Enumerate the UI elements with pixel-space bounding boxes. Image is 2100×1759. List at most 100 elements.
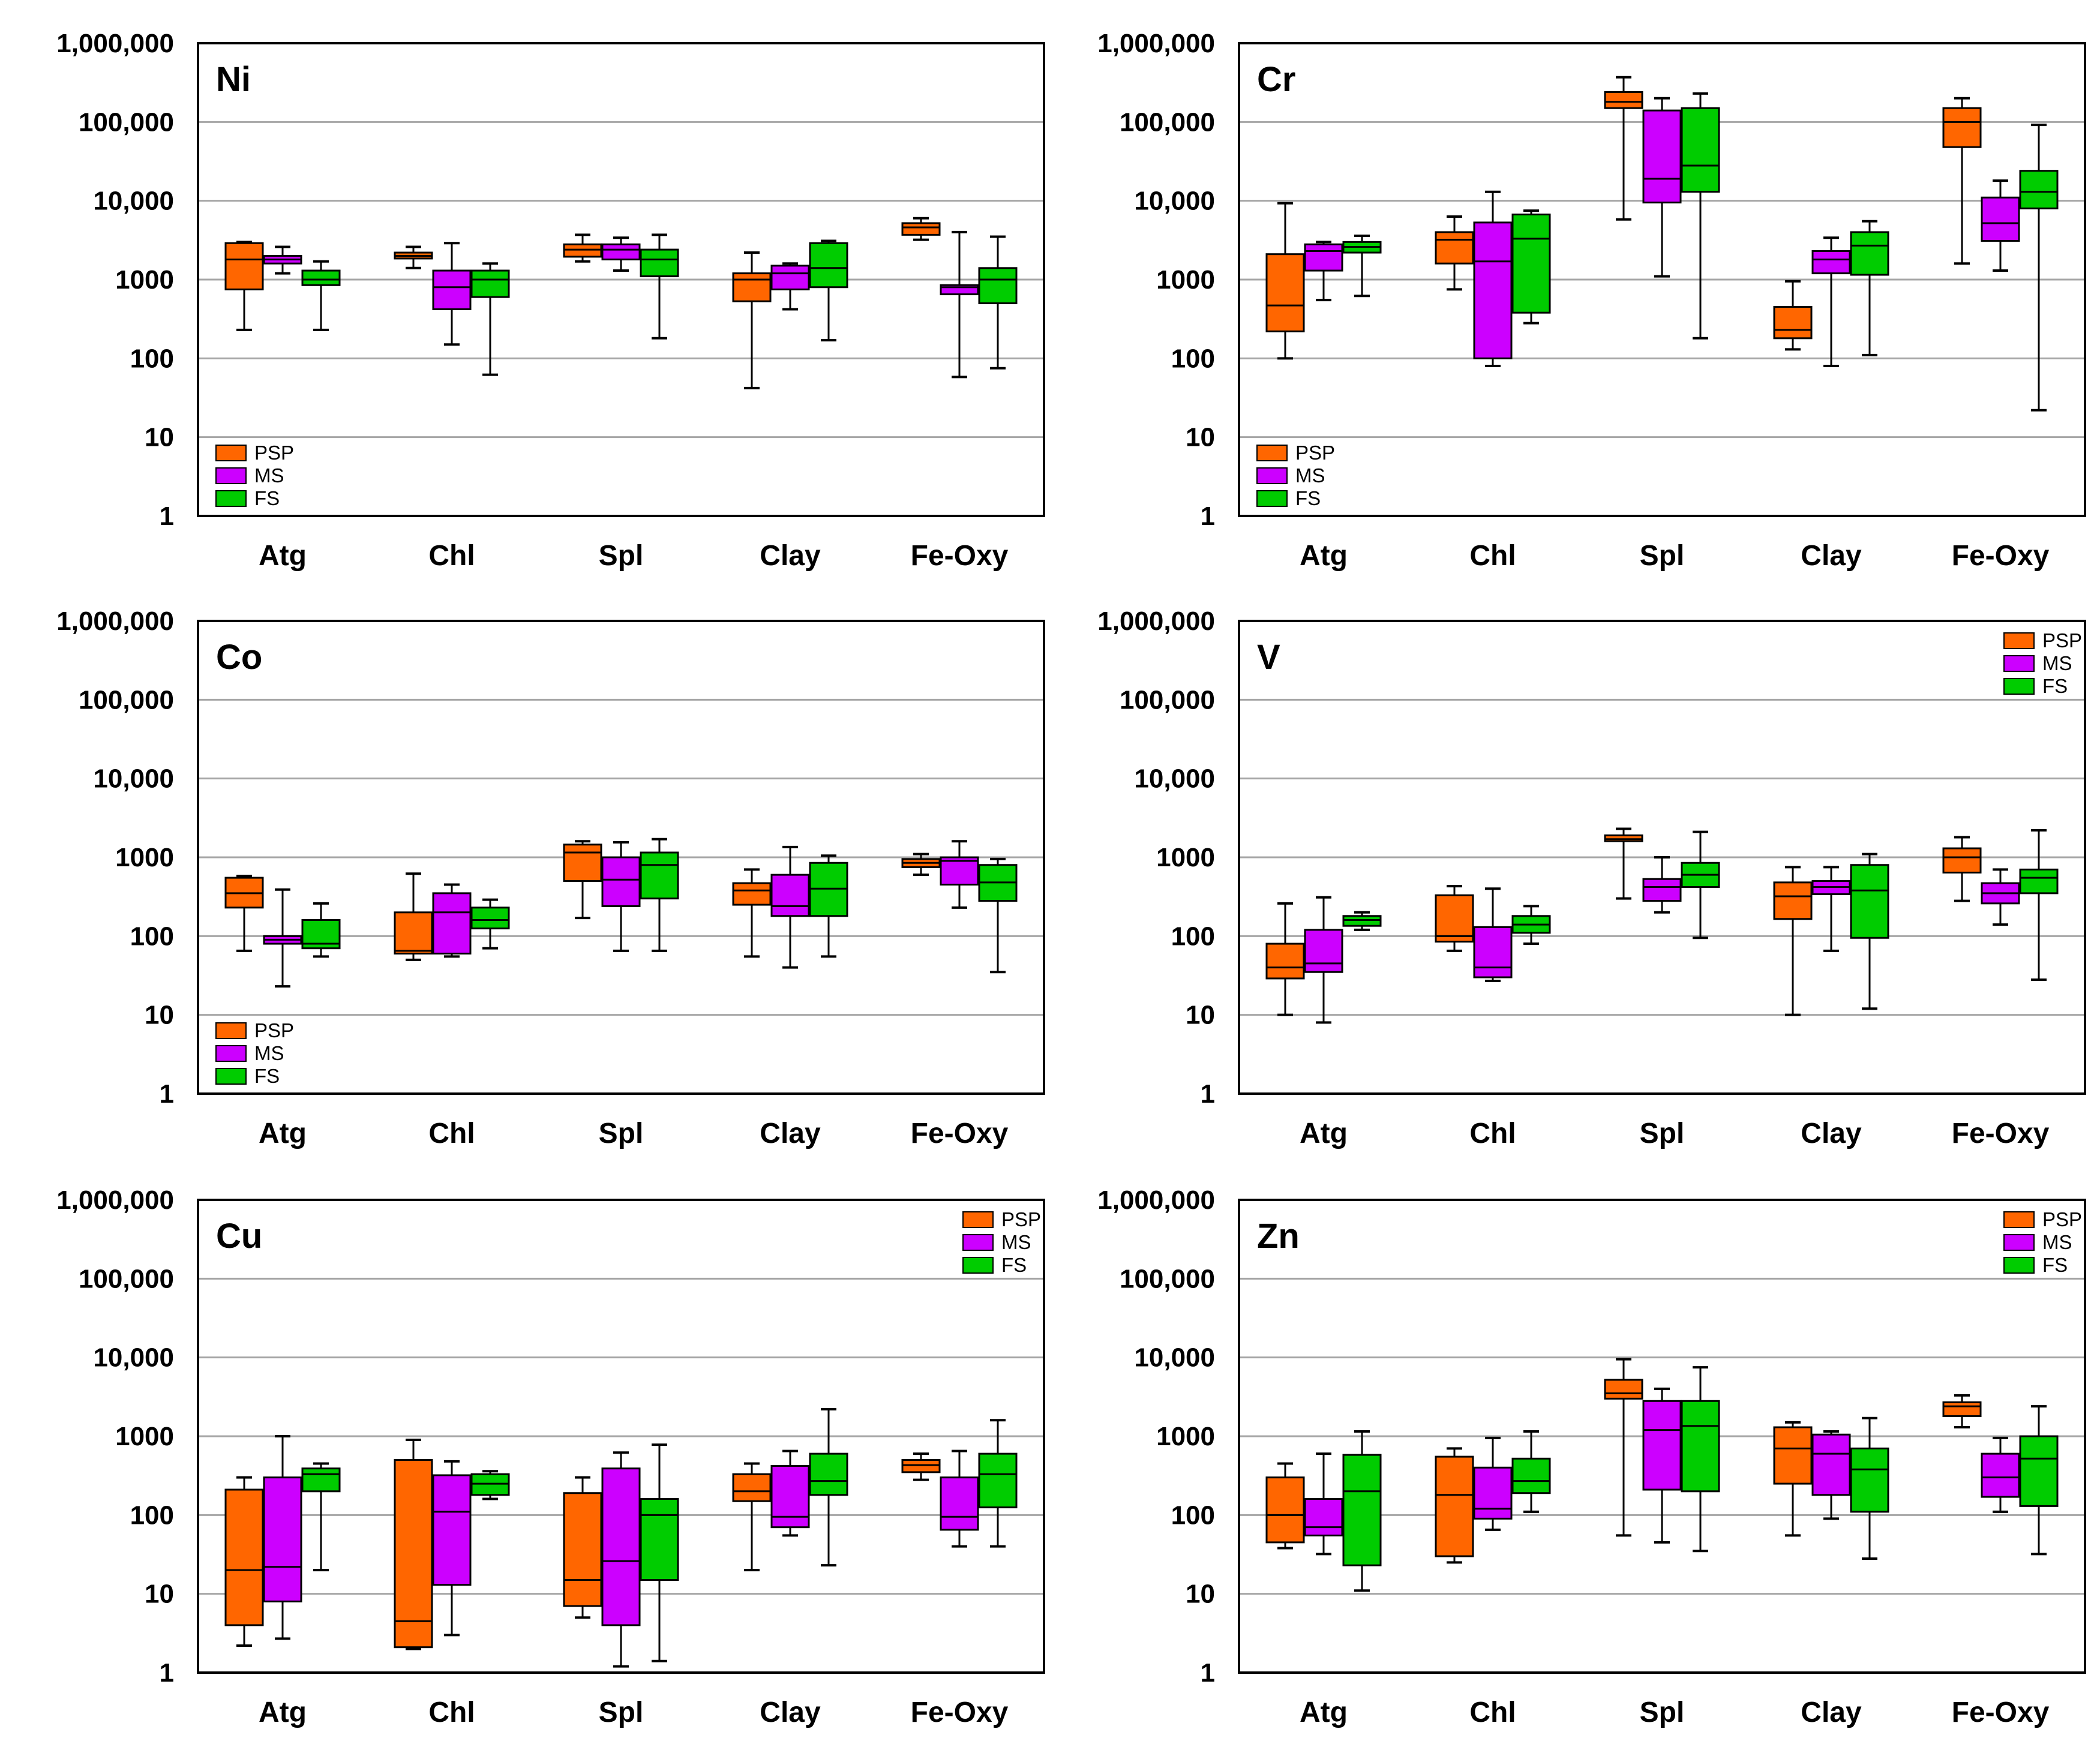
box-iqr	[770, 265, 810, 290]
box-fs-fe-oxy	[978, 857, 1018, 974]
plot-frame	[1238, 1199, 2086, 1674]
box-ms-spl	[1642, 97, 1682, 278]
chart-panel-zn: 1 10 100 1000 10,000 100,000 1,000,000 Zn Atg Chl…	[1097, 1185, 2086, 1728]
box-fs-chl	[470, 898, 510, 950]
plot-frame	[197, 42, 1045, 517]
box-ms-chl	[1473, 887, 1513, 983]
box-ms-fe-oxy	[940, 840, 979, 909]
y-tick-label: 100,000	[1120, 1264, 1215, 1293]
x-category-label: Fe-Oxy	[1952, 540, 2050, 572]
box-fs-atg	[1342, 1430, 1382, 1592]
box-fs-atg	[301, 902, 341, 958]
box-iqr	[1811, 250, 1851, 275]
box-psp-chl	[1435, 215, 1474, 291]
y-tick-label: 100	[1171, 921, 1215, 951]
box-iqr	[2019, 868, 2059, 894]
box-psp-atg	[224, 1476, 264, 1647]
box-fs-clay	[809, 1408, 848, 1567]
box-iqr	[1850, 231, 1889, 276]
x-category-label: Clay	[760, 1697, 821, 1728]
legend-label-psp: PSP	[2042, 629, 2082, 652]
box-ms-spl	[601, 236, 641, 272]
y-tick-label: 100	[1171, 1500, 1215, 1530]
box-psp-fe-oxy	[901, 1452, 941, 1481]
x-category-label: Spl	[599, 1118, 644, 1149]
x-category-label: Clay	[1801, 1697, 1862, 1728]
box-iqr	[601, 856, 641, 907]
y-tick-label: 1000	[1156, 265, 1215, 295]
y-tick-label: 1000	[1156, 843, 1215, 872]
box-iqr	[1981, 196, 2020, 242]
box-ms-fe-oxy	[1981, 1436, 2020, 1513]
box-ms-spl	[1642, 856, 1682, 914]
box-psp-atg	[1265, 202, 1305, 360]
y-tick-label: 100,000	[79, 685, 174, 715]
box-iqr	[640, 1498, 679, 1581]
box-iqr	[640, 851, 679, 900]
box-ms-spl	[601, 841, 641, 952]
plot-frame	[197, 620, 1045, 1095]
box-psp-fe-oxy	[901, 217, 941, 241]
box-ms-chl	[432, 242, 472, 346]
plot-frame	[1238, 42, 2086, 517]
y-tick-label: 1	[1201, 1658, 1215, 1688]
legend-swatch-fs	[1256, 490, 1288, 507]
y-tick-label: 100	[130, 921, 174, 951]
y-tick-label: 1,000,000	[1097, 607, 1215, 636]
box-iqr	[1681, 1400, 1720, 1493]
y-tick-label: 10,000	[93, 764, 174, 794]
legend-label-fs: FS	[2042, 1254, 2068, 1276]
legend-swatch-psp	[962, 1211, 994, 1228]
box-ms-atg	[263, 245, 302, 275]
box-psp-chl	[1435, 885, 1474, 952]
box-fs-fe-oxy	[2019, 124, 2059, 412]
box-iqr	[732, 882, 772, 906]
box-fs-fe-oxy	[978, 1419, 1018, 1548]
box-iqr	[1642, 878, 1682, 902]
y-tick-label: 1	[160, 1658, 174, 1688]
box-iqr	[224, 242, 264, 290]
box-iqr	[1435, 894, 1474, 943]
box-iqr	[301, 269, 341, 286]
box-ms-atg	[1304, 241, 1343, 302]
box-iqr	[978, 1452, 1018, 1509]
box-iqr	[1473, 221, 1513, 359]
x-category-label: Chl	[1469, 540, 1516, 572]
box-iqr	[1681, 107, 1720, 193]
box-psp-fe-oxy	[1942, 97, 1982, 265]
box-fs-spl	[640, 1443, 679, 1662]
box-iqr	[640, 248, 679, 278]
y-tick-label: 1000	[115, 1422, 174, 1451]
panel-title: Zn	[1257, 1217, 1300, 1256]
legend-label-psp: PSP	[2042, 1208, 2082, 1230]
box-iqr	[1342, 1454, 1382, 1566]
y-tick-label: 10	[1186, 1580, 1215, 1609]
x-category-label: Spl	[599, 1697, 644, 1728]
box-fs-atg	[1342, 911, 1382, 931]
x-category-label: Spl	[1640, 1118, 1685, 1149]
box-psp-clay	[732, 868, 772, 958]
box-psp-atg	[1265, 1462, 1305, 1550]
box-iqr	[1773, 306, 1813, 340]
legend-swatch-ms	[2003, 1234, 2035, 1251]
y-tick-label: 10	[1186, 1001, 1215, 1030]
y-tick-label: 100,000	[1120, 685, 1215, 715]
y-tick-label: 1000	[115, 843, 174, 872]
legend-swatch-ms	[215, 1045, 247, 1062]
box-psp-spl	[563, 233, 602, 263]
box-iqr	[224, 1488, 264, 1626]
box-psp-chl	[394, 872, 433, 961]
box-fs-atg	[301, 260, 341, 331]
y-tick-label: 1	[1201, 1079, 1215, 1109]
y-tick-label: 100,000	[79, 107, 174, 137]
box-fs-fe-oxy	[978, 235, 1018, 370]
x-category-label: Atg	[1300, 1697, 1348, 1728]
box-psp-fe-oxy	[1942, 1394, 1982, 1429]
x-category-label: Chl	[1469, 1118, 1516, 1149]
box-psp-clay	[1773, 866, 1813, 1016]
x-category-label: Atg	[1300, 1118, 1348, 1149]
y-tick-label: 10,000	[1134, 1343, 1215, 1373]
box-fs-clay	[1850, 853, 1889, 1010]
legend-label-psp: PSP	[254, 442, 294, 464]
